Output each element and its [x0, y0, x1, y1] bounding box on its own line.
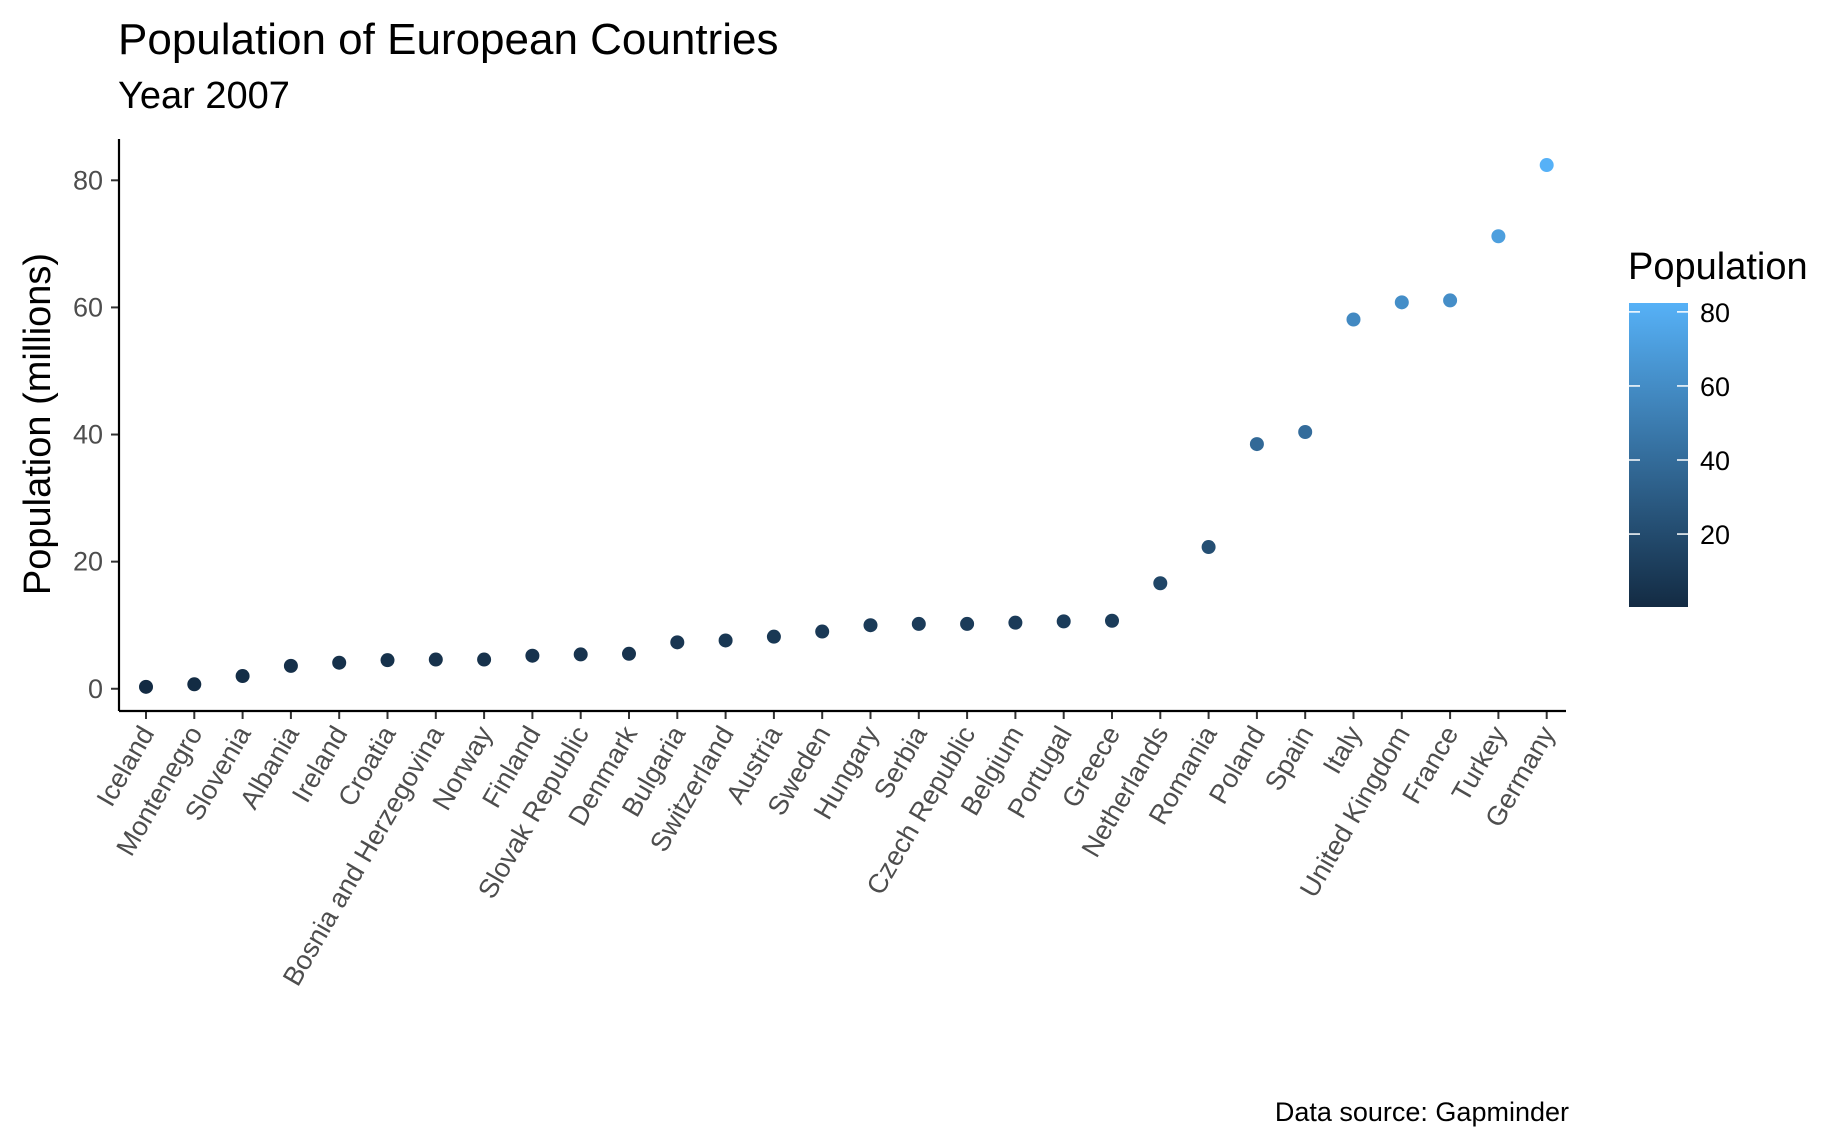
x-tick-label: Italy [1317, 721, 1368, 779]
color-legend: Population 20 40 60 80 [1628, 246, 1808, 607]
data-points [139, 158, 1554, 694]
y-axis-ticks: 0 20 40 60 80 [73, 165, 119, 704]
x-axis-ticks: IcelandMontenegroSloveniaAlbaniaIrelandC… [91, 711, 1561, 991]
data-point [718, 633, 733, 648]
y-tick-label: 0 [88, 674, 103, 704]
data-point [815, 624, 830, 639]
chart-title: Population of European Countries [118, 15, 778, 64]
legend-tick-label: 80 [1700, 298, 1730, 328]
legend-tick-label: 60 [1700, 372, 1730, 402]
data-point [1008, 615, 1023, 630]
data-point [380, 653, 395, 668]
data-point [235, 669, 250, 684]
y-tick-label: 60 [73, 292, 103, 322]
legend-tick-label: 40 [1700, 446, 1730, 476]
y-tick-label: 20 [73, 547, 103, 577]
data-point [1491, 229, 1506, 244]
data-point [1443, 293, 1458, 308]
data-point [960, 616, 975, 631]
legend-colorbar [1629, 303, 1688, 607]
data-point [911, 616, 926, 631]
data-point [477, 652, 492, 667]
data-point [332, 655, 347, 670]
legend-tick-label: 20 [1700, 520, 1730, 550]
data-point [139, 679, 153, 694]
data-point [1201, 540, 1216, 555]
chart-caption: Data source: Gapminder [1275, 1097, 1569, 1127]
chart-subtitle: Year 2007 [118, 75, 290, 117]
y-tick-label: 80 [73, 165, 103, 195]
data-point [283, 658, 298, 673]
data-point [1394, 295, 1409, 310]
data-point [187, 677, 202, 692]
data-point [622, 646, 636, 661]
legend-ticks: 20 40 60 80 [1629, 298, 1730, 550]
data-point [1056, 614, 1071, 629]
data-point [766, 629, 781, 644]
data-point [525, 648, 540, 663]
data-point [863, 618, 878, 633]
data-point [1539, 158, 1554, 173]
data-point [1105, 613, 1119, 628]
y-axis-title: Population (millions) [17, 253, 59, 595]
data-point [1346, 312, 1361, 327]
data-point [670, 635, 685, 650]
data-point [1249, 437, 1264, 452]
data-point [573, 647, 588, 662]
x-tick-label: Spain [1259, 721, 1320, 796]
legend-title: Population [1628, 246, 1808, 288]
y-tick-label: 40 [73, 420, 103, 450]
data-point [1153, 576, 1168, 591]
data-point [1298, 424, 1313, 439]
data-point [428, 652, 443, 667]
